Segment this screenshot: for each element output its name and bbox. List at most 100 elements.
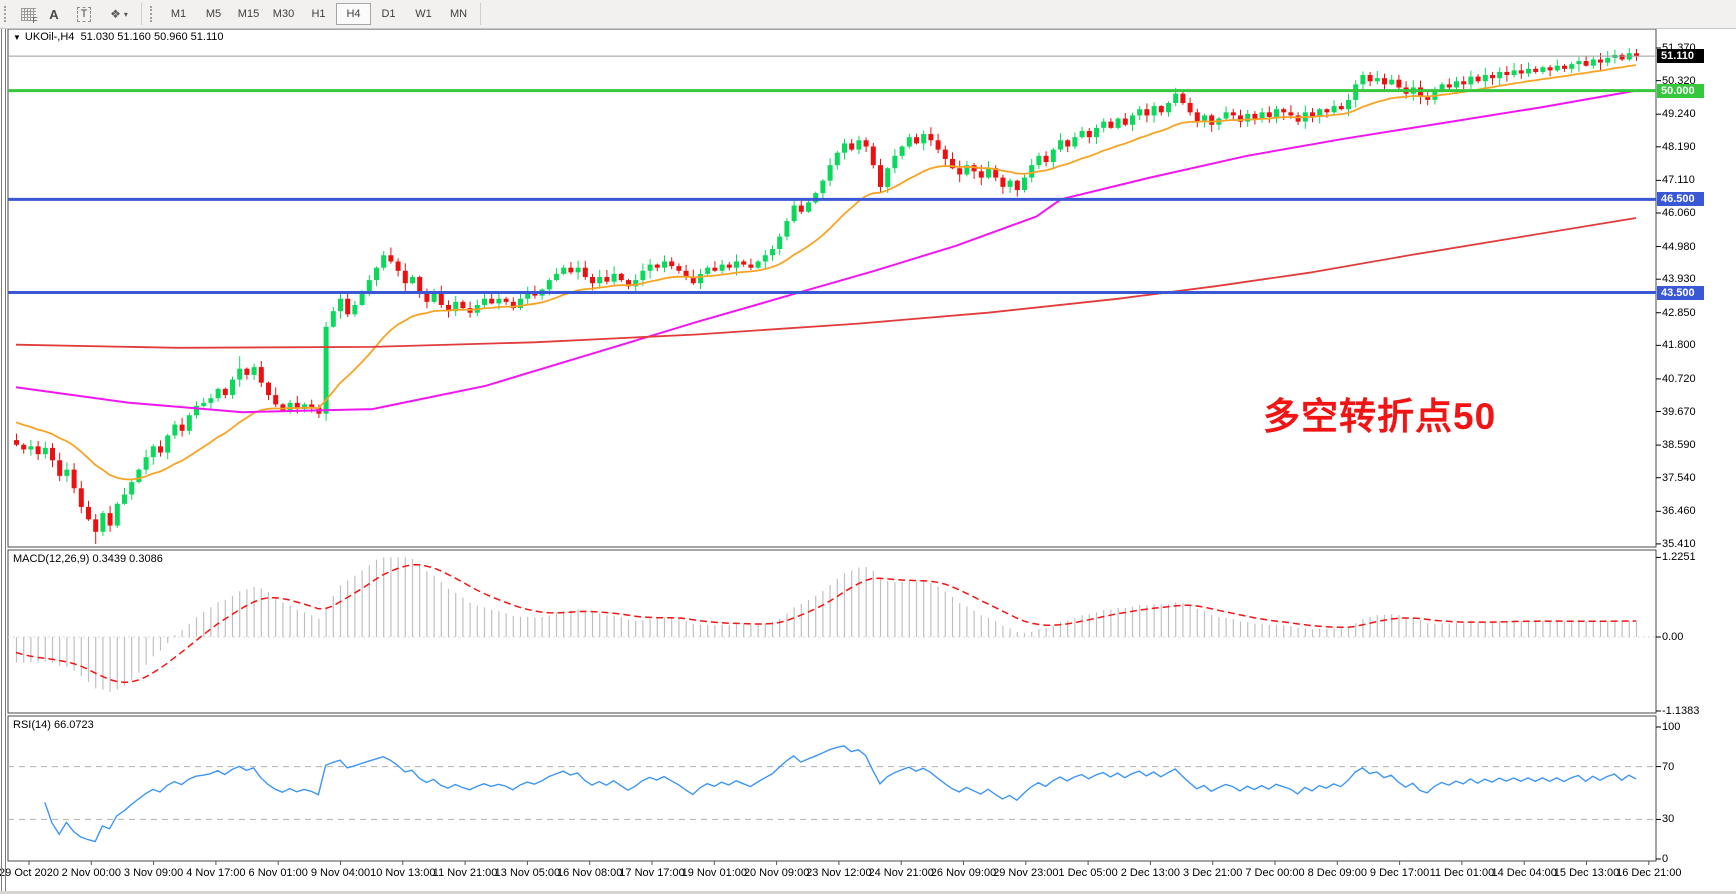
candlestick <box>1288 112 1294 116</box>
candlestick <box>1583 61 1589 66</box>
candlestick <box>834 152 840 166</box>
candlestick <box>784 221 790 237</box>
pane-border <box>7 715 1657 862</box>
candlestick <box>1281 109 1287 113</box>
candlestick <box>734 261 739 268</box>
timeframe-h1-button[interactable]: H1 <box>311 8 326 20</box>
candlestick <box>309 404 315 408</box>
timeframe-m5-button[interactable]: M5 <box>205 8 222 20</box>
candlestick <box>1425 96 1431 100</box>
toolbar-drag-handle[interactable] <box>150 6 156 22</box>
timeframe-m30-button[interactable]: M30 <box>272 8 295 20</box>
candlestick <box>662 261 667 268</box>
candlestick <box>1461 81 1467 85</box>
symbol-dropdown-icon[interactable]: ▼ <box>13 33 21 42</box>
candlestick <box>1115 118 1121 128</box>
pane-border <box>7 549 1657 714</box>
candlestick <box>1374 78 1380 82</box>
candlestick <box>237 368 243 380</box>
candlestick <box>158 446 163 453</box>
time-tick-label: 2 Dec 13:00 <box>1120 867 1181 879</box>
candlestick <box>1338 106 1344 110</box>
candlestick <box>618 273 624 281</box>
candlestick <box>892 155 898 169</box>
candlestick <box>1173 93 1179 103</box>
timeframe-m1-button[interactable]: M1 <box>170 8 187 20</box>
candlestick <box>1482 75 1488 82</box>
timeframe-mn-button[interactable]: MN <box>449 8 468 20</box>
text-label-tool-button[interactable]: T <box>67 4 101 24</box>
toolbar-separator <box>480 3 481 25</box>
price-tick-label: 43.930 <box>1662 273 1696 286</box>
timeframe-m15-button[interactable]: M15 <box>237 8 260 20</box>
rsi-tick-label: 100 <box>1662 721 1681 733</box>
candlestick <box>1094 127 1099 138</box>
timeframe-w1-button[interactable]: W1 <box>415 8 432 20</box>
toolbar: F A T ❖ ▾ M1 M5 M15 M30 H1 H4 D1 W1 MN <box>0 0 1736 29</box>
time-tick-label: 29 Oct 2020 <box>0 867 59 879</box>
candlestick <box>1526 68 1531 74</box>
candlestick <box>1605 57 1611 63</box>
candlestick <box>129 482 135 495</box>
time-tick-label: 7 Dec 00:00 <box>1245 867 1305 879</box>
timeframe-d1-button[interactable]: D1 <box>381 8 396 20</box>
time-tick-label: 10 Nov 13:00 <box>370 867 436 879</box>
candlestick <box>14 440 19 445</box>
candlestick <box>86 506 91 520</box>
text-tool-button[interactable]: A <box>41 4 67 24</box>
price-tick-label: 36.460 <box>1662 505 1696 518</box>
candlestick <box>1511 70 1517 76</box>
candlestick <box>604 277 610 282</box>
candlestick <box>705 267 711 274</box>
candlestick <box>741 261 747 265</box>
candlestick <box>568 267 574 273</box>
candlestick <box>258 367 264 383</box>
candlestick <box>597 277 603 284</box>
price-tick-label: 40.720 <box>1662 372 1696 385</box>
candlestick <box>993 168 999 178</box>
time-tick-label: 2 Nov 00:00 <box>61 867 121 879</box>
toolbar-drag-handle[interactable] <box>4 6 10 22</box>
candlestick <box>712 267 718 271</box>
candlestick <box>1014 180 1020 190</box>
candlestick <box>482 298 487 305</box>
candlestick <box>1000 177 1006 187</box>
chart-text-annotation[interactable]: 多空转折点50 <box>1263 396 1497 437</box>
pane-border <box>7 28 1657 548</box>
candlestick <box>1576 61 1582 65</box>
arrows-tool-button[interactable]: ❖ ▾ <box>101 4 137 24</box>
candlestick <box>899 146 905 156</box>
candlestick <box>1331 106 1337 113</box>
candlestick <box>230 379 235 396</box>
candlestick <box>957 168 963 175</box>
candlestick <box>35 446 41 455</box>
candlestick <box>849 143 855 150</box>
candlestick <box>194 405 199 416</box>
candlestick <box>777 236 783 250</box>
candlestick <box>928 134 934 141</box>
time-tick-label: 11 Dec 01:00 <box>1429 867 1495 879</box>
candlestick <box>554 273 559 281</box>
candlestick <box>676 266 682 271</box>
candlestick <box>971 165 977 172</box>
candlestick <box>1029 165 1035 178</box>
time-tick-label: 19 Nov 01:00 <box>681 867 748 879</box>
price-tick-label: 46.060 <box>1662 206 1696 219</box>
candlestick <box>1065 140 1071 147</box>
candlestick <box>827 165 833 181</box>
candlestick <box>914 137 919 144</box>
candlestick <box>1324 109 1330 113</box>
grid-tool-button[interactable]: F <box>15 4 41 25</box>
candlestick <box>1518 70 1524 74</box>
candlestick <box>410 277 415 284</box>
candlestick <box>820 180 826 194</box>
candlestick <box>215 388 221 399</box>
timeframe-h4-button[interactable]: H4 <box>336 3 371 25</box>
candlestick <box>1122 118 1128 125</box>
time-tick-label: 24 Nov 21:00 <box>868 867 934 879</box>
candlestick <box>1554 65 1560 71</box>
candlestick <box>388 255 394 262</box>
candlestick <box>352 304 358 315</box>
time-tick-label: 9 Nov 04:00 <box>310 867 371 879</box>
